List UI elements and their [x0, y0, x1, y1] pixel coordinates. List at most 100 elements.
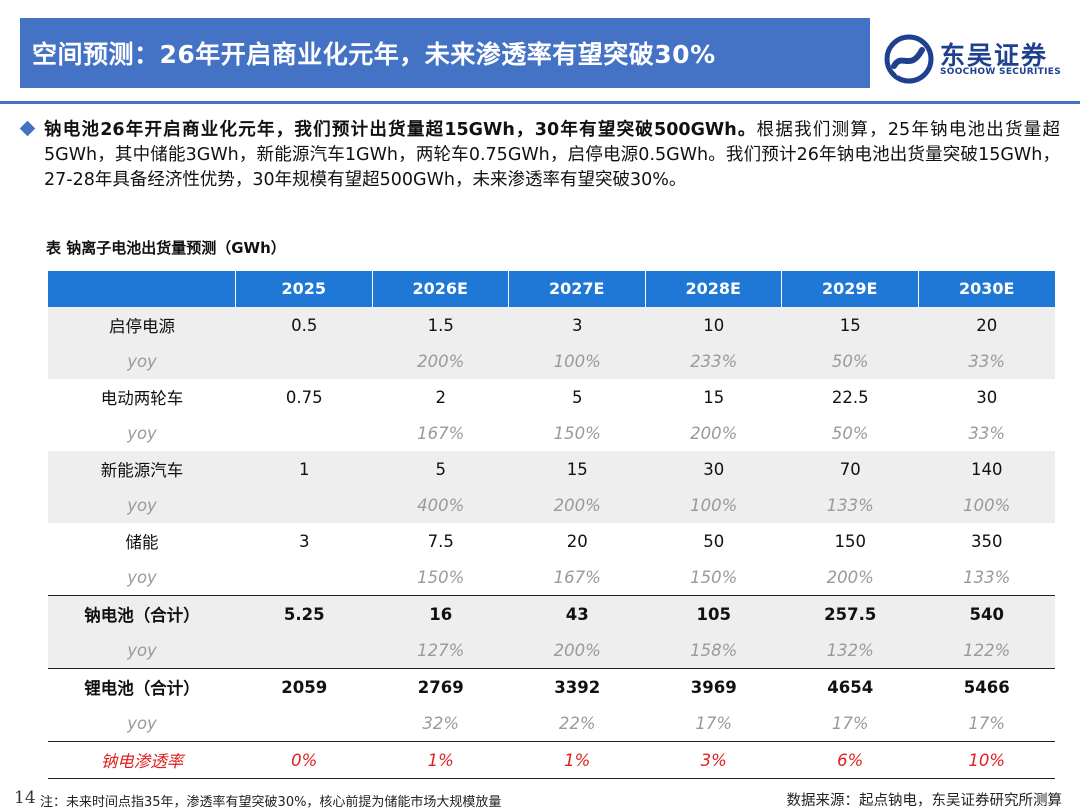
- page-number: 14: [14, 788, 36, 808]
- summary-bullet: 钠电池26年开启商业化元年，我们预计出货量超15GWh，30年有望突破500GW…: [19, 118, 1060, 193]
- table-cell: 22.5: [831, 387, 869, 407]
- table-cell: 1%: [427, 750, 454, 770]
- table-cell: 30: [703, 459, 725, 479]
- table-cell: 17%: [968, 713, 1006, 733]
- header-cell: 2030E: [959, 279, 1015, 298]
- table-cell: 2: [435, 387, 447, 407]
- table-cell: 10: [703, 315, 725, 335]
- header-cell: [48, 271, 236, 307]
- logo-text-cn: 东吴证券: [940, 41, 1049, 70]
- table-cell: 15: [566, 459, 588, 479]
- summary-bold: 钠电池26年开启商业化元年，我们预计出货量超15GWh，30年有望突破500GW…: [44, 120, 757, 140]
- table-cell: 122%: [963, 640, 1011, 660]
- table-cell: 0%: [291, 750, 318, 770]
- table-cell: 200%: [553, 640, 601, 660]
- table-cell: 1%: [564, 750, 591, 770]
- table-cell: 127%: [417, 640, 465, 660]
- page-title: 空间预测：26年开启商业化元年，未来渗透率有望突破30%: [20, 18, 870, 88]
- table-cell: 2059: [281, 677, 328, 697]
- table-cell: 100%: [963, 495, 1011, 515]
- table-cell: 50%: [831, 423, 869, 443]
- row-label: yoy: [127, 713, 157, 733]
- table-cell: 100%: [690, 495, 738, 515]
- table-cell: 1: [299, 459, 310, 479]
- header-cell: 2027E: [509, 271, 646, 307]
- summary-text: 钠电池26年开启商业化元年，我们预计出货量超15GWh，30年有望突破500GW…: [44, 118, 1060, 193]
- table-cell: 10%: [968, 750, 1006, 770]
- forecast-table: 2025 2026E 2027E 2028E 2029E 2030E 启停电源 0…: [48, 271, 1055, 779]
- table-cell: 7.5: [427, 531, 454, 551]
- table-row: yoy 167% 150% 200% 50% 33%: [48, 415, 1055, 451]
- table-row: 钠电渗透率 0% 1% 1% 3% 6% 10%: [48, 741, 1055, 779]
- table-cell: 50: [703, 531, 725, 551]
- table-cell: 150%: [690, 567, 738, 587]
- table-header-row: 2025 2026E 2027E 2028E 2029E 2030E: [48, 271, 1055, 307]
- table-cell: 3392: [554, 677, 601, 697]
- table-cell: 30: [976, 387, 998, 407]
- table-cell: 540: [969, 604, 1004, 624]
- table-cell: 150: [834, 531, 867, 551]
- table-cell: 167%: [553, 567, 601, 587]
- table-row: 启停电源 0.5 1.5 3 10 15 20: [48, 307, 1055, 343]
- table-row: 钠电池（合计） 5.25 16 43 105 257.5 540: [48, 595, 1055, 632]
- table-row: yoy 400% 200% 100% 133% 100%: [48, 487, 1055, 523]
- table-cell: 2769: [417, 677, 464, 697]
- row-label: 启停电源: [109, 317, 175, 336]
- soochow-logo-icon: [884, 34, 934, 84]
- table-row: yoy 127% 200% 158% 132% 122%: [48, 632, 1055, 668]
- table-row: yoy 32% 22% 17% 17% 17%: [48, 705, 1055, 741]
- row-label: yoy: [127, 640, 157, 660]
- table-cell: 4654: [827, 677, 874, 697]
- logo-text-en: SOOCHOW SECURITIES: [940, 67, 1061, 77]
- table-cell: 100%: [553, 351, 601, 371]
- table-cell: 0.75: [285, 387, 323, 407]
- table-cell: 3: [299, 531, 310, 551]
- row-label: yoy: [127, 495, 157, 515]
- row-label: yoy: [127, 351, 157, 371]
- row-label: 新能源汽车: [100, 461, 184, 480]
- table-cell: 20: [976, 315, 998, 335]
- table-caption: 表 钠离子电池出货量预测（GWh）: [46, 239, 286, 257]
- table-cell: 32%: [422, 713, 460, 733]
- table-cell: 16: [429, 604, 453, 624]
- row-label: 锂电池（合计）: [84, 679, 200, 698]
- row-label: 储能: [125, 533, 159, 552]
- table-cell: 33%: [968, 423, 1006, 443]
- footer-source: 数据来源：起点钠电，东吴证券研究所测算: [786, 793, 1063, 809]
- table-cell: 50%: [831, 351, 869, 371]
- table-row: 锂电池（合计） 2059 2769 3392 3969 4654 5466: [48, 668, 1055, 705]
- row-label: 钠电池（合计）: [84, 606, 200, 625]
- table-cell: 15: [839, 315, 861, 335]
- table-row: yoy 150% 167% 150% 200% 133%: [48, 559, 1055, 595]
- table-cell: 17%: [831, 713, 869, 733]
- table-cell: 400%: [417, 495, 465, 515]
- table-cell: 140: [971, 459, 1003, 479]
- table-cell: 43: [565, 604, 589, 624]
- header-cell: 2025: [236, 271, 373, 307]
- table-cell: 350: [971, 531, 1003, 551]
- table-cell: 3: [572, 315, 583, 335]
- table-cell: 0.5: [291, 315, 318, 335]
- table-cell: 15: [703, 387, 725, 407]
- table-cell: 70: [839, 459, 861, 479]
- header-divider: [0, 101, 1080, 104]
- table-cell: 200%: [826, 567, 874, 587]
- table-cell: 200%: [690, 423, 738, 443]
- table-cell: 5.25: [283, 604, 325, 624]
- table-row: yoy 200% 100% 233% 50% 33%: [48, 343, 1055, 379]
- row-label: 电动两轮车: [100, 389, 184, 408]
- summary-body: 根据我们测算，25年钠电池出货量超5GWh，其中储能3GWh，新能源汽车1GWh…: [44, 120, 1060, 190]
- table-cell: 1.5: [427, 315, 454, 335]
- table-cell: 3%: [700, 750, 727, 770]
- diamond-bullet-icon: [19, 120, 36, 137]
- table-cell: 5: [435, 459, 447, 479]
- table-row: 储能 3 7.5 20 50 150 350: [48, 523, 1055, 559]
- table-cell: 5466: [963, 677, 1010, 697]
- table-cell: 22%: [558, 713, 596, 733]
- row-label: yoy: [127, 567, 157, 587]
- header-cell: 2028E: [646, 271, 782, 307]
- table-cell: 257.5: [824, 604, 877, 624]
- table-cell: 133%: [826, 495, 874, 515]
- table-cell: 150%: [417, 567, 465, 587]
- table-row: 新能源汽车 1 5 15 30 70 140: [48, 451, 1055, 487]
